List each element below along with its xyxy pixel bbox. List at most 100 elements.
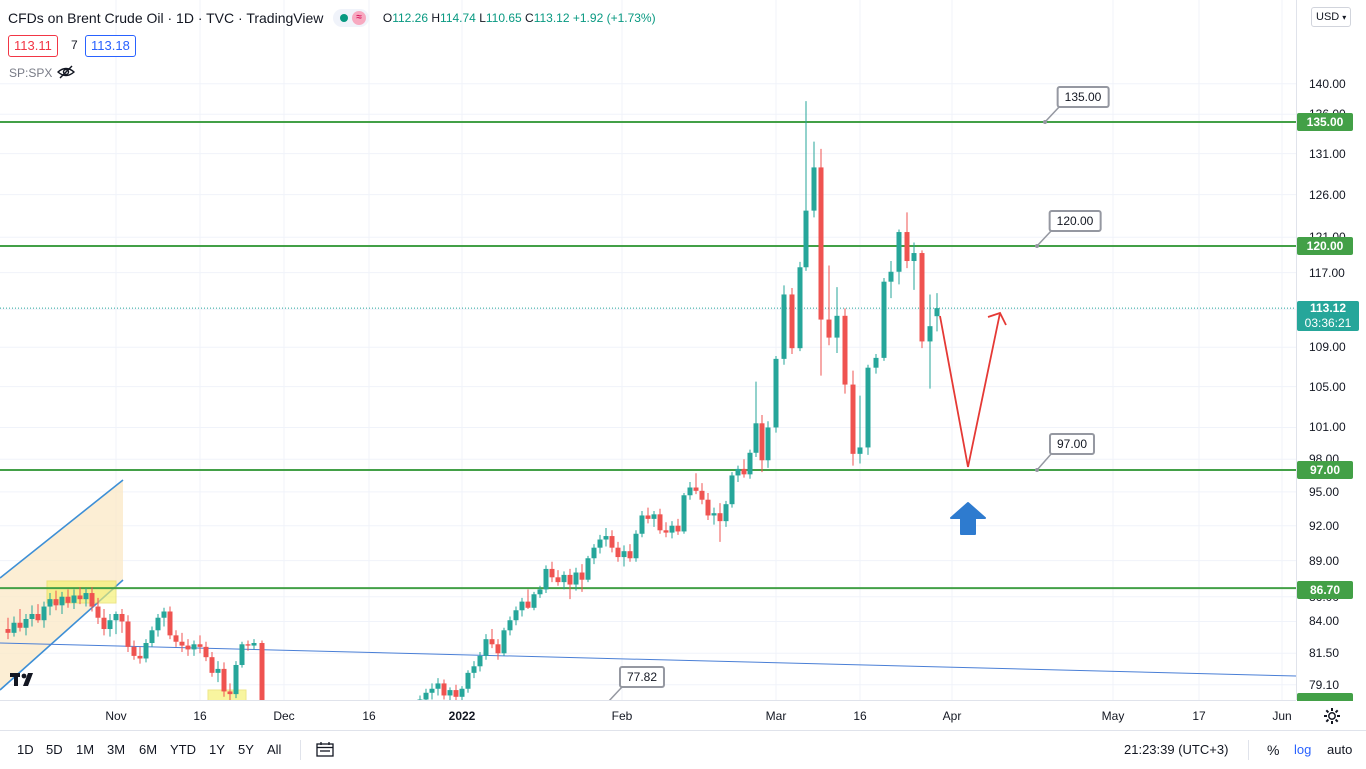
currency-selector[interactable]: USD ▾ [1311,7,1351,27]
candle-body [54,599,59,605]
eye-hidden-icon[interactable] [57,64,75,85]
candle-body [436,683,441,688]
price-tick-label: 140.00 [1309,77,1346,91]
ask-price-button[interactable]: 113.18 [85,35,136,57]
candle-body [216,669,221,673]
candle-body [688,488,693,496]
compare-symbol-label[interactable]: SP:SPX [9,66,52,80]
log-scale-toggle[interactable]: log [1294,742,1311,757]
candle-body [804,211,809,268]
candle-body [168,612,173,636]
candle-body [790,294,795,348]
candle-body [132,647,137,656]
candle-body [622,551,627,557]
candle-body [198,644,203,647]
ohlc-close-key: C [525,11,534,25]
range-1y-button[interactable]: 1Y [209,742,225,757]
settings-gear-icon[interactable] [1322,706,1342,731]
candle-body [736,469,741,476]
candle-body [460,689,465,697]
candle-body [935,308,940,316]
candle-body [748,453,753,475]
range-all-button[interactable]: All [267,742,281,757]
symbol-title[interactable]: CFDs on Brent Crude Oil · 1D · TVC · Tra… [8,10,323,26]
candle-body [424,693,429,700]
timezone-clock[interactable]: 21:23:39 (UTC+3) [1124,742,1228,757]
range-1m-button[interactable]: 1M [76,742,94,757]
annotation-connector [1037,453,1052,470]
candle-body [156,618,161,631]
percent-scale-toggle[interactable]: % [1267,742,1279,758]
candle-body [24,619,29,628]
candle-body [12,623,17,633]
candle-body [108,620,113,629]
candle-body [150,630,155,643]
level-tag-120: 120.00 [1297,237,1353,255]
time-label-17-may: 17 [1192,709,1205,723]
current-price-tag: 113.12 03:36:21 [1297,301,1359,331]
candle-body [730,475,735,504]
range-3m-button[interactable]: 3M [107,742,125,757]
candle-body [186,646,191,650]
projection-path [940,313,1000,467]
bottom-toolbar: 1D 5D 1M 3M 6M YTD 1Y 5Y All 21:23:39 (U… [0,730,1366,769]
level-tag-135: 135.00 [1297,113,1353,131]
candle-body [694,488,699,491]
market-status-pill[interactable]: ≈ [333,9,369,27]
range-ytd-button[interactable]: YTD [170,742,196,757]
range-6m-button[interactable]: 6M [139,742,157,757]
time-label-16-nov: 16 [193,709,206,723]
candle-body [843,316,848,385]
legend: CFDs on Brent Crude Oil · 1D · TVC · Tra… [8,9,656,27]
range-5y-button[interactable]: 5Y [238,742,254,757]
candle-body [574,573,579,585]
price-axis[interactable]: USD ▾ 140.00136.00131.00126.00121.00117.… [1296,0,1366,700]
range-5d-button[interactable]: 5D [46,742,63,757]
time-axis[interactable]: Nov 16 Dec 16 2022 Feb Mar 16 Apr May 17… [0,700,1296,731]
candle-body [234,665,239,694]
ohlc-change: +1.92 (+1.73%) [573,11,656,25]
time-label-apr: Apr [943,709,962,723]
time-label-2022: 2022 [449,709,476,723]
candle-body [484,639,489,656]
level-tag-8670: 86.70 [1297,581,1353,599]
annotation-label-97[interactable]: 97.00 [1049,433,1095,455]
candle-body [78,595,83,599]
candle-body [592,548,597,559]
chevron-down-icon: ▾ [1342,13,1346,22]
ohlc-high-key: H [431,11,440,25]
annotation-anchor-dot [1035,244,1039,248]
candle-body [180,642,185,646]
wave-icon: ≈ [352,11,366,25]
candle-body [712,513,717,515]
price-tick-label: 105.00 [1309,380,1346,394]
chart-pane[interactable]: CFDs on Brent Crude Oil · 1D · TVC · Tra… [0,0,1296,700]
auto-scale-toggle[interactable]: auto [1327,742,1352,757]
candle-body [430,689,435,693]
annotation-label-7782[interactable]: 77.82 [619,666,665,688]
candle-body [718,513,723,521]
candle-body [920,253,925,341]
market-open-dot-icon [340,14,348,22]
candle-body [72,595,77,602]
candle-body [628,551,633,558]
annotation-label-120[interactable]: 120.00 [1049,210,1102,232]
candle-body [760,423,765,460]
candle-body [634,534,639,558]
candle-body [144,643,149,658]
candle-body [538,589,543,594]
candle-body [774,359,779,428]
candle-body [204,647,209,657]
annotation-label-135[interactable]: 135.00 [1057,86,1110,108]
candle-body [580,573,585,580]
tradingview-logo-icon[interactable] [10,670,38,693]
range-1d-button[interactable]: 1D [17,742,34,757]
time-label-dec: Dec [273,709,294,723]
candle-body [782,294,787,358]
candle-body [604,536,609,539]
candle-body [114,614,119,620]
candle-body [90,593,95,607]
candle-body [126,621,131,646]
date-range-calendar-icon[interactable] [316,741,334,762]
bid-price-button[interactable]: 113.11 [8,35,58,57]
